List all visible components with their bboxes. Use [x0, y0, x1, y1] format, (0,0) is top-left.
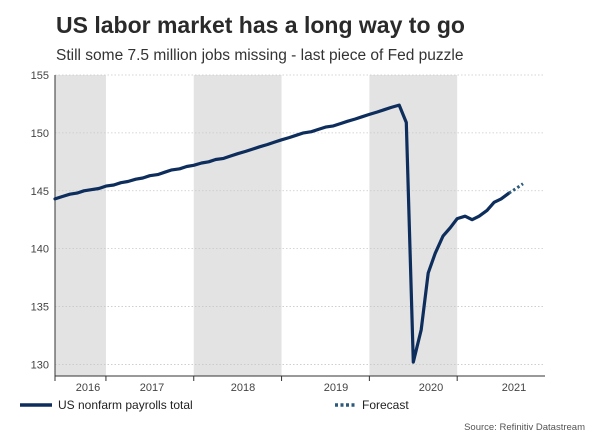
source-note: Source: Refinitiv Datastream — [464, 422, 585, 433]
y-tick-label: 140 — [31, 244, 49, 256]
chart-title: US labor market has a long way to go — [56, 12, 465, 38]
year-band-0 — [55, 75, 106, 376]
x-tick-label: 2018 — [231, 382, 255, 394]
legend-label-payrolls: US nonfarm payrolls total — [58, 398, 193, 412]
x-tick-label: 2021 — [502, 382, 526, 394]
year-band-1 — [193, 75, 282, 376]
x-tick-label: 2019 — [324, 382, 348, 394]
y-tick-label: 150 — [31, 128, 49, 140]
x-tick-label: 2020 — [419, 382, 443, 394]
y-tick-label: 130 — [31, 359, 49, 371]
y-tick-label: 135 — [31, 302, 49, 314]
forecast-line — [508, 182, 524, 195]
chart-subtitle: Still some 7.5 million jobs missing - la… — [56, 47, 464, 64]
y-tick-label: 155 — [31, 70, 49, 82]
x-tick-label: 2016 — [76, 382, 100, 394]
x-tick-label: 2017 — [140, 382, 164, 394]
payrolls-line — [53, 103, 511, 364]
legend-label-forecast: Forecast — [362, 398, 409, 412]
y-tick-label: 145 — [31, 186, 49, 198]
